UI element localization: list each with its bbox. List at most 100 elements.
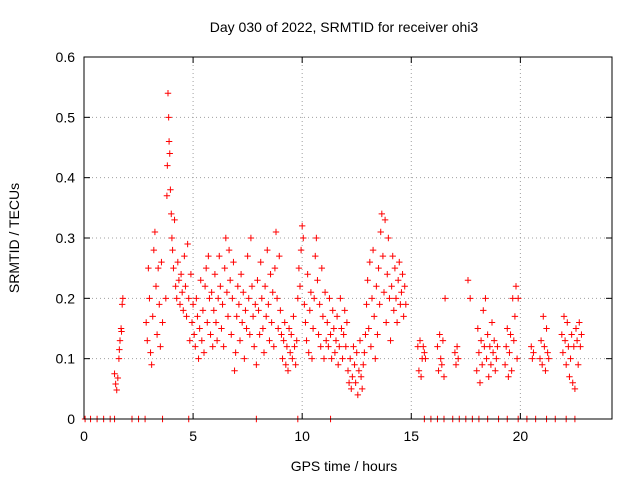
data-point (505, 373, 512, 380)
data-point (194, 313, 201, 320)
data-point (210, 307, 218, 314)
data-point (268, 319, 275, 326)
data-point (235, 301, 243, 308)
data-point (474, 325, 482, 332)
data-point (379, 252, 387, 260)
data-point (514, 295, 522, 302)
data-point (573, 337, 581, 344)
data-point (437, 355, 444, 362)
data-point (258, 295, 266, 302)
data-point (329, 307, 336, 314)
data-point (368, 295, 376, 302)
data-point (578, 331, 585, 338)
data-point (441, 295, 449, 302)
data-point (354, 391, 362, 399)
data-point (260, 349, 268, 356)
data-point (196, 325, 203, 332)
data-point (158, 258, 165, 266)
data-point (420, 343, 427, 350)
data-point (213, 337, 221, 344)
data-point (150, 246, 158, 254)
data-point (362, 331, 369, 338)
data-point (199, 307, 207, 314)
data-point (482, 295, 489, 302)
data-point (201, 283, 209, 290)
data-point (331, 349, 339, 356)
data-point (351, 361, 358, 368)
data-point (200, 349, 208, 356)
data-point (286, 349, 294, 356)
data-point (436, 331, 443, 338)
data-point (345, 379, 353, 386)
data-point (276, 252, 283, 260)
data-point (356, 337, 364, 344)
y-tick-label: 0.2 (56, 290, 76, 306)
y-tick-label: 0.1 (56, 351, 76, 367)
data-point (353, 349, 360, 356)
data-point (397, 301, 404, 308)
data-point (559, 349, 567, 356)
data-point (466, 295, 474, 302)
data-point (357, 373, 365, 380)
data-point (391, 264, 399, 272)
data-point (365, 325, 372, 332)
data-point (293, 337, 300, 344)
data-point (385, 234, 392, 242)
data-point (291, 343, 298, 350)
data-point (386, 295, 393, 302)
data-point (422, 355, 429, 362)
y-tick-label: 0 (67, 411, 75, 427)
data-point (154, 264, 162, 272)
data-points (81, 90, 585, 423)
data-point (274, 325, 282, 332)
data-point (370, 313, 378, 320)
data-point (388, 283, 395, 290)
data-point (237, 271, 245, 278)
data-point (565, 343, 572, 350)
data-point (570, 343, 578, 350)
data-point (197, 277, 204, 284)
data-point (355, 367, 363, 374)
data-point (207, 331, 214, 338)
data-point (157, 343, 164, 350)
data-point (205, 252, 212, 260)
data-point (295, 264, 303, 272)
data-point (327, 331, 334, 338)
data-point (566, 373, 573, 380)
data-point (334, 361, 342, 368)
data-point (292, 361, 299, 368)
data-point (111, 370, 118, 377)
data-point (226, 277, 234, 284)
data-point (165, 114, 172, 121)
data-point (481, 343, 488, 350)
data-point (245, 295, 252, 302)
data-point (300, 234, 307, 242)
data-point (277, 307, 284, 314)
data-point (493, 355, 500, 362)
data-point (208, 289, 215, 296)
data-point (301, 301, 308, 308)
data-point (326, 295, 333, 302)
data-point (231, 367, 238, 374)
data-point (375, 264, 382, 272)
axis-ticks: 0 0.1 0.2 0.3 0.4 0.5 0.6 0 5 10 15 20 (56, 49, 612, 444)
y-tick-label: 0.3 (56, 230, 76, 246)
data-point (236, 337, 244, 344)
data-point (172, 283, 179, 290)
data-point (319, 313, 327, 320)
data-point (153, 331, 161, 338)
data-point (338, 325, 345, 332)
data-point (400, 313, 407, 320)
data-point (322, 337, 330, 344)
data-point (572, 325, 580, 332)
data-point (281, 319, 288, 326)
data-point (513, 355, 521, 362)
data-point (192, 343, 199, 350)
data-point (421, 349, 428, 356)
data-point (477, 337, 485, 344)
data-point (173, 295, 180, 302)
data-point (116, 337, 124, 344)
data-point (174, 258, 182, 266)
data-point (452, 361, 460, 368)
data-point (416, 337, 424, 344)
